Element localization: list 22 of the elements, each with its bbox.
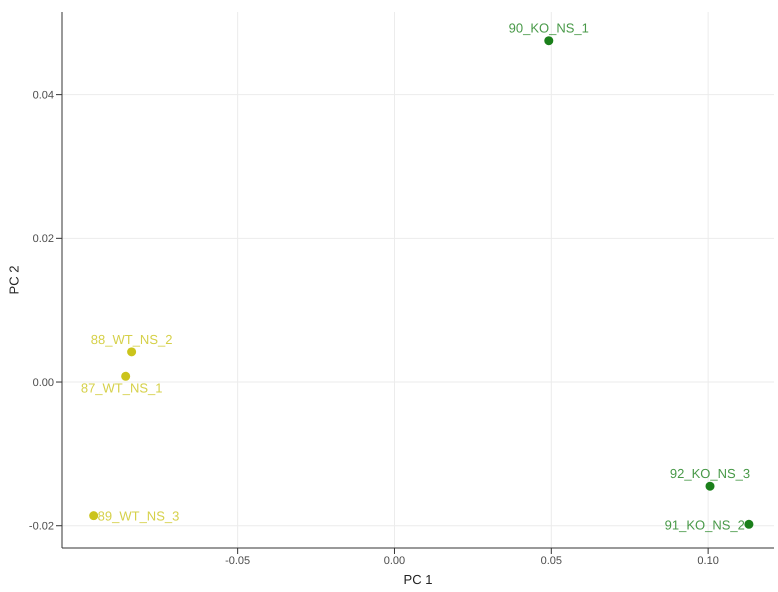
x-axis-title: PC 1	[404, 572, 432, 587]
x-tick-label: 0.00	[384, 554, 406, 567]
y-axis-title: PC 2	[6, 266, 22, 294]
y-tick-label: -0.02	[28, 520, 54, 533]
x-tick-label: -0.05	[225, 554, 250, 567]
x-tick-label: 0.10	[697, 554, 719, 567]
data-label: 92_KO_NS_3	[670, 466, 750, 482]
point	[121, 372, 130, 381]
data-label: 90_KO_NS_1	[508, 20, 589, 36]
data-label: 89_WT_NS_3	[98, 508, 180, 524]
data-label: 91_KO_NS_2	[664, 517, 745, 532]
y-tick-label: 0.04	[32, 90, 54, 102]
y-tick-label: 0.02	[32, 233, 54, 246]
point	[89, 511, 98, 520]
point	[744, 520, 754, 529]
x-tick-label: 0.05	[540, 554, 562, 567]
y-tick-label: 0.00	[32, 376, 54, 389]
data-label: 87_WT_NS_1	[80, 380, 162, 396]
point	[544, 36, 554, 46]
point	[706, 482, 715, 491]
data-label: 88_WT_NS_2	[90, 332, 172, 347]
point	[127, 347, 136, 356]
